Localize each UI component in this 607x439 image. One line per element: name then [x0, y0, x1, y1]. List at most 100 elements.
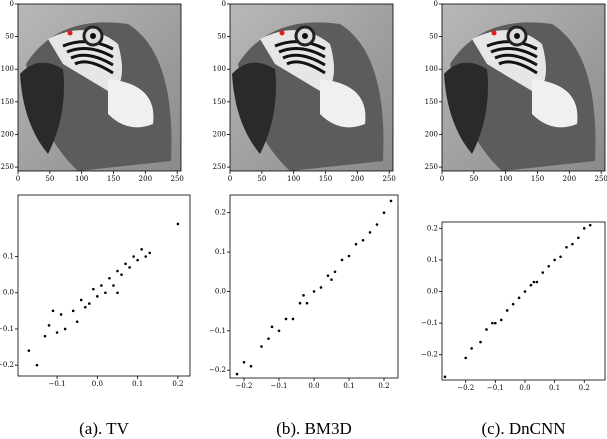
x-tick-label: 0.0 — [308, 382, 319, 390]
point — [443, 375, 447, 379]
y-tick-label: −0.1 — [209, 327, 226, 335]
point — [43, 334, 47, 338]
point — [333, 270, 337, 274]
axes-frame — [441, 221, 606, 381]
x-tick-label: 0 — [16, 175, 20, 183]
x-tick-label: 200 — [563, 175, 576, 183]
stripe — [494, 53, 538, 67]
beak — [444, 62, 488, 154]
y-tick-label: 50 — [5, 33, 14, 41]
x-tick-label: 50 — [45, 175, 54, 183]
x-tick-label: 0.0 — [92, 380, 103, 388]
x-tick-label: 200 — [139, 175, 152, 183]
y-tick-label: 0.1 — [3, 253, 14, 261]
point — [517, 296, 521, 300]
point — [347, 254, 351, 258]
image — [230, 4, 393, 171]
point — [267, 337, 270, 340]
x-tick-label: 0.2 — [378, 382, 389, 390]
y-tick-label: 100 — [213, 65, 226, 73]
point — [368, 231, 372, 234]
x-tick-label: −0.1 — [487, 384, 504, 392]
point — [71, 309, 75, 313]
point — [136, 258, 139, 262]
x-tick-label: 100 — [75, 175, 88, 183]
x-tick-label: −0.1 — [271, 382, 288, 390]
x-tick-label: 0.0 — [519, 384, 530, 392]
point — [108, 276, 111, 280]
x-tick-label: −0.2 — [236, 382, 253, 390]
x-tick-label: 150 — [319, 175, 332, 183]
point — [547, 264, 550, 268]
point — [124, 262, 127, 266]
point — [532, 280, 536, 284]
y-tick-label: −0.2 — [421, 351, 438, 359]
point — [242, 360, 246, 364]
y-tick-label: 200 — [1, 130, 14, 138]
cheek — [108, 79, 154, 128]
point — [63, 327, 67, 331]
point — [470, 347, 473, 350]
x-tick-label: 100 — [287, 175, 300, 183]
stripe — [490, 46, 538, 59]
y-tick-label: 100 — [425, 65, 438, 73]
y-tick-label: 0.2 — [215, 209, 226, 217]
point — [55, 331, 59, 334]
axes-frame — [229, 194, 399, 379]
point — [535, 280, 539, 284]
x-tick-label: 150 — [531, 175, 544, 183]
y-tick-label: 150 — [213, 98, 226, 106]
point — [112, 284, 115, 287]
point — [27, 349, 31, 352]
point — [330, 278, 333, 281]
x-tick-label: 250 — [594, 175, 607, 183]
point — [389, 199, 393, 203]
point — [116, 269, 119, 273]
y-tick-label: 150 — [425, 98, 438, 106]
x-tick-label: 100 — [499, 175, 512, 183]
x-tick-label: −0.2 — [457, 384, 474, 392]
point — [375, 223, 379, 226]
point — [277, 329, 281, 333]
point — [494, 321, 497, 325]
y-tick-label: 0 — [434, 0, 438, 8]
stripe — [74, 60, 114, 75]
point — [79, 298, 83, 302]
y-tick-label: 250 — [425, 163, 438, 171]
image — [442, 4, 605, 171]
point — [298, 301, 302, 305]
stripe — [70, 53, 114, 67]
y-tick-label: 100 — [1, 65, 14, 73]
point — [302, 294, 305, 297]
marker — [491, 30, 497, 36]
x-tick-label: 0 — [228, 175, 232, 183]
point — [104, 291, 107, 295]
image — [18, 4, 181, 171]
point — [565, 245, 568, 249]
point — [249, 364, 253, 368]
pupil — [302, 33, 308, 39]
point — [305, 301, 309, 305]
y-tick-label: 0.0 — [215, 287, 226, 295]
point — [382, 211, 386, 215]
point — [47, 324, 51, 327]
stripe — [286, 60, 326, 75]
point — [59, 313, 63, 316]
point — [571, 242, 574, 246]
point — [148, 251, 152, 255]
y-tick-label: −0.2 — [0, 361, 14, 369]
axes-frame — [17, 194, 191, 377]
y-tick-label: 150 — [1, 98, 14, 106]
point — [83, 305, 87, 309]
axes-frame — [229, 3, 394, 172]
y-tick-label: 0.0 — [427, 288, 438, 296]
pupil — [90, 33, 96, 39]
point — [541, 271, 545, 274]
cheek — [320, 79, 366, 128]
y-tick-label: 0.0 — [3, 289, 14, 297]
point — [326, 274, 330, 277]
caption: (a). TV — [79, 419, 129, 438]
marker — [67, 30, 73, 36]
caption: (c). DnCNN — [481, 419, 565, 438]
